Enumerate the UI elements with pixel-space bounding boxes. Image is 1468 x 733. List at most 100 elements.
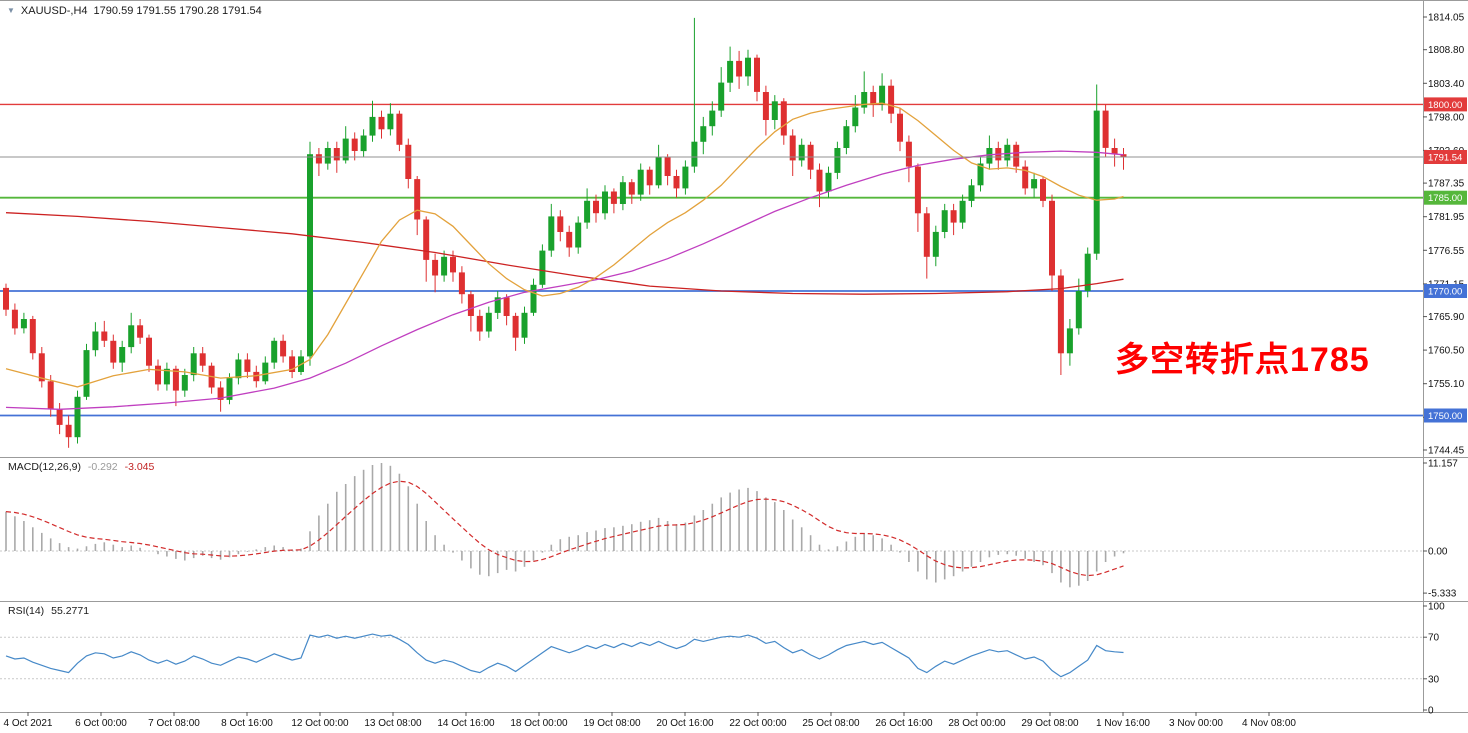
bull-candle [1084,253,1091,291]
bear-candle [199,353,206,366]
bear-candle [923,213,930,257]
bull-candle [226,378,233,400]
svg-text:1776.55: 1776.55 [1428,246,1465,257]
bull-candle [494,297,501,313]
bear-candle [1057,275,1064,354]
svg-text:1800.00: 1800.00 [1428,100,1462,111]
moving-averages [5,102,1124,410]
price-tag [1424,150,1467,164]
bear-candle [458,272,465,295]
macd-histogram [5,463,1125,588]
rsi-value: 55.2771 [51,605,90,617]
bear-candle [476,315,483,332]
bull-candle [485,312,492,332]
svg-text:100: 100 [1428,602,1445,613]
annotation-text[interactable]: 多空转折点1785 [1115,341,1370,379]
bear-candle [888,85,895,114]
bull-candle [83,350,90,397]
bull-candle [861,92,868,108]
bear-candle [280,340,287,357]
svg-text:70: 70 [1428,633,1440,644]
bull-candle [530,284,537,313]
bear-candle [450,256,456,273]
bear-candle [351,138,358,151]
macd-indicator-label: MACD(12,26,9) -0.292 -3.045 [8,461,154,473]
horizontal-level-lines[interactable] [0,103,1423,417]
svg-text:25 Oct 08:00: 25 Oct 08:00 [802,718,860,729]
bear-candle [11,309,18,329]
bear-candle [503,297,510,316]
bear-candle [762,92,769,120]
macd-signal-value: -3.045 [124,461,155,473]
bull-candle [727,60,734,83]
bull-candle [771,101,778,120]
bear-candle [512,315,519,338]
chart-dropdown-icon[interactable]: ▼ [7,6,15,15]
svg-text:1785.00: 1785.00 [1428,193,1462,204]
price-tag [1424,284,1467,298]
svg-text:13 Oct 08:00: 13 Oct 08:00 [364,718,422,729]
bull-candle [1066,328,1073,354]
svg-text:20 Oct 16:00: 20 Oct 16:00 [656,718,714,729]
svg-text:1814.05: 1814.05 [1428,13,1465,24]
svg-text:1765.90: 1765.90 [1428,312,1465,323]
candles-layer[interactable] [3,17,1127,448]
bear-candle [610,191,617,204]
bull-candle [539,250,546,285]
bull-candle [798,144,805,161]
bear-candle [414,179,421,220]
bull-candle [119,347,126,363]
bull-candle [1093,110,1100,254]
bear-candle [1102,110,1109,148]
svg-text:1760.50: 1760.50 [1428,346,1465,357]
time-axis[interactable]: 4 Oct 2021 6 Oct 00:00 7 Oct 08:00 8 Oct 16… [4,712,1297,729]
bear-candle [146,337,152,366]
bull-candle [745,57,751,77]
bear-candle [950,210,957,223]
svg-text:1787.35: 1787.35 [1428,179,1465,190]
svg-text:0.00: 0.00 [1428,547,1448,558]
svg-text:11.157: 11.157 [1428,459,1458,470]
bear-candle [38,353,45,382]
ma-fast-orange [5,102,1124,388]
bear-candle [1040,179,1046,201]
bear-candle [905,141,912,167]
bear-candle [396,113,403,145]
svg-text:1791.54: 1791.54 [1428,153,1462,164]
svg-text:3 Nov 00:00: 3 Nov 00:00 [1169,718,1223,729]
svg-text:0: 0 [1428,706,1434,717]
bear-candle [110,340,117,363]
svg-text:8 Oct 16:00: 8 Oct 16:00 [221,718,273,729]
price-tag [1424,408,1467,423]
bull-candle [834,148,841,173]
bear-candle [1022,166,1029,189]
bull-candle [852,107,859,127]
bear-candle [315,154,322,164]
bear-candle [467,294,474,316]
bear-candle [172,368,179,391]
macd-main-value: -0.292 [87,461,118,473]
bull-candle [369,116,376,136]
bull-candle [342,138,349,161]
svg-text:1755.10: 1755.10 [1428,379,1465,390]
bull-candle [825,172,832,192]
bear-candle [664,157,671,176]
svg-text:12 Oct 00:00: 12 Oct 00:00 [291,718,349,729]
svg-text:30: 30 [1428,674,1440,685]
bear-candle [432,259,439,276]
price-tag [1424,97,1467,112]
bear-candle [1049,200,1055,276]
price-axis[interactable]: 1814.051808.801803.401798.001792.601787.… [1423,13,1465,717]
bear-candle [333,148,340,161]
bull-candle [718,82,725,111]
bull-candle [682,166,689,189]
bear-candle [754,57,760,92]
bear-candle [423,219,430,260]
bull-candle [691,141,698,167]
bull-candle [271,340,278,363]
svg-text:6 Oct 00:00: 6 Oct 00:00 [75,718,127,729]
bull-candle [20,319,27,329]
bear-candle [870,92,877,105]
bull-candle [655,157,662,186]
